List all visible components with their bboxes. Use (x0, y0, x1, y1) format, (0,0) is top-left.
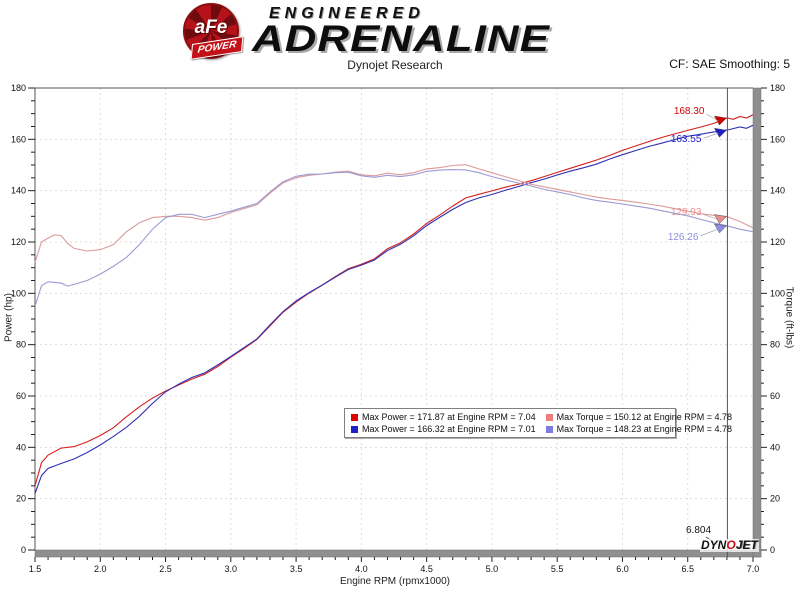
y-tick-label-left: 100 (11, 288, 26, 298)
x-axis-title: Engine RPM (rpmx1000) (339, 576, 451, 587)
x-tick-label: 7.0 (747, 564, 760, 574)
x-tick-label: 4.5 (420, 564, 433, 574)
y-tick-label-right: 40 (770, 442, 780, 452)
cursor-marker-power_blue (714, 127, 727, 138)
legend-swatch-power-red (351, 413, 358, 421)
x-tick-label: 6.0 (616, 564, 629, 574)
smoothing-setting: CF: SAE Smoothing: 5 (669, 57, 790, 71)
legend-label: Max Torque = 150.12 at Engine RPM = 4.78 (556, 412, 733, 422)
dynojet-logo-accent: O (726, 538, 736, 552)
x-tick-label: 4.0 (355, 564, 368, 574)
x-tick-label: 1.5 (29, 564, 42, 574)
brand-engineered: ENGINEERED (269, 5, 425, 22)
bottom-axis-bar (34, 549, 762, 558)
y-tick-label-left: 0 (21, 545, 26, 555)
afe-logo-text: aFe (194, 17, 228, 38)
x-tick-label: 2.5 (159, 564, 172, 574)
y-tick-label-right: 20 (770, 494, 780, 504)
legend-swatch-power-blue (351, 425, 358, 433)
series-power_red (34, 114, 754, 486)
brand-adrenaline: ADRENALINE (252, 18, 551, 59)
x-tick-label: 3.5 (290, 564, 303, 574)
cursor-readout-torque-blue: 126.26 (667, 231, 699, 243)
legend-swatch-torque-red (545, 413, 553, 421)
y-axis-title-torque: Torque (ft-lbs) (783, 286, 795, 349)
legend-label: Max Power = 166.32 at Engine RPM = 7.01 (362, 424, 536, 434)
x-tick-label: 6.5 (681, 564, 694, 574)
cursor-readout-power-red: 168.30 (673, 106, 705, 118)
cursor-leader (700, 228, 719, 237)
header: aFe POWER ENGINEERED ADRENALINE Dynojet … (0, 0, 800, 80)
y-tick-label-right: 140 (770, 186, 785, 196)
cursor-marker-power_red (714, 115, 727, 126)
legend-label: Max Torque = 148.23 at Engine RPM = 4.78 (556, 424, 733, 434)
legend: Max Power = 171.87 at Engine RPM = 7.04 … (344, 408, 732, 438)
y-tick-label-right: 120 (770, 237, 785, 247)
legend-entry-max-torque-blue: Max Torque = 148.23 at Engine RPM = 4.78 (545, 424, 733, 434)
y-tick-label-left: 120 (11, 237, 26, 247)
x-tick-label: 2.0 (94, 564, 107, 574)
cursor-rpm-label: 6.804 (686, 525, 712, 536)
dynojet-logo: DYNOJET (700, 539, 759, 552)
y-tick-label-left: 20 (16, 494, 26, 504)
dynojet-logo-text2: JET (735, 538, 758, 552)
legend-label: Max Power = 171.87 at Engine RPM = 7.04 (362, 412, 536, 422)
y-axis-title-power: Power (hp) (3, 293, 15, 342)
cursor-readout-torque-red: 129.93 (670, 206, 702, 218)
y-tick-label-left: 160 (11, 134, 26, 144)
legend-entry-max-power-red: Max Power = 171.87 at Engine RPM = 7.04 (351, 412, 536, 422)
dynojet-logo-text: DYN (701, 538, 727, 552)
series-power_blue (34, 124, 754, 494)
x-tick-label: 5.0 (486, 564, 499, 574)
legend-swatch-torque-blue (545, 425, 553, 433)
y-tick-label-right: 180 (770, 83, 785, 93)
cursor-leader (703, 132, 719, 139)
y-tick-label-right: 100 (770, 288, 785, 298)
x-tick-label: 5.5 (551, 564, 564, 574)
cursor-leader (703, 214, 719, 220)
legend-entry-max-torque-red: Max Torque = 150.12 at Engine RPM = 4.78 (545, 412, 733, 422)
y-tick-label-left: 80 (16, 340, 26, 350)
chart-subtitle: Dynojet Research (347, 58, 443, 72)
y-tick-label-left: 40 (16, 442, 26, 452)
y-tick-label-left: 140 (11, 186, 26, 196)
right-axis-bar (752, 87, 762, 558)
y-tick-label-right: 0 (770, 545, 775, 555)
y-tick-label-right: 160 (770, 134, 785, 144)
series-torque_red (34, 164, 754, 263)
x-tick-label: 3.0 (225, 564, 238, 574)
cursor-leader (706, 113, 719, 122)
y-tick-label-right: 60 (770, 391, 780, 401)
cursor-readout-power-blue: 163.55 (670, 134, 702, 146)
legend-entry-max-power-blue: Max Power = 166.32 at Engine RPM = 7.01 (351, 424, 536, 434)
cursor-marker-torque_blue (714, 223, 727, 234)
series-torque_blue (34, 169, 754, 307)
y-tick-label-right: 80 (770, 340, 780, 350)
y-tick-label-left: 180 (11, 83, 26, 93)
y-tick-label-left: 60 (16, 391, 26, 401)
